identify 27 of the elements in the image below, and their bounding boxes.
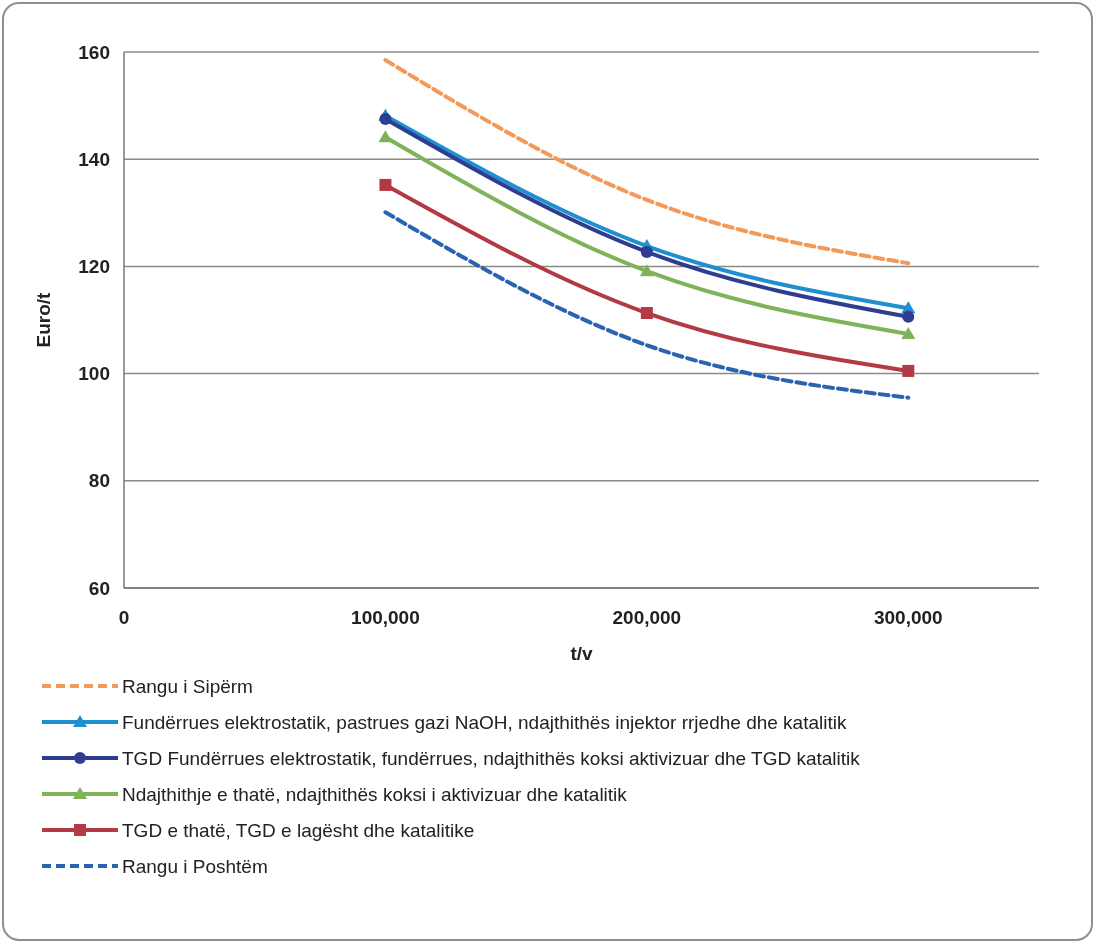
x-tick-label: 200,000 (612, 607, 682, 628)
legend-label: TGD e thatë, TGD e lagësht dhe katalitike (122, 819, 475, 841)
y-tick-label: 140 (78, 148, 110, 170)
point (639, 264, 654, 277)
x-axis-title: t/v (570, 643, 594, 664)
legend-label: Rangu i Sipërm (122, 675, 253, 697)
legend-label: Fundërrues elektrostatik, pastrues gazi NaOH, ndajthithës injektor rrjedhe dhe katalitik (122, 711, 847, 733)
y-axis-title: Euro/t (33, 291, 54, 348)
y-tick-label: 80 (88, 470, 110, 492)
legend-label: Rangu i Poshtëm (122, 855, 268, 877)
point (640, 307, 653, 320)
point (902, 310, 915, 323)
point (902, 364, 915, 377)
point (379, 178, 392, 191)
x-tick-label: 300,000 (873, 607, 943, 628)
point (378, 130, 393, 143)
point (379, 113, 392, 125)
legend-label: TGD Fundërrues elektrostatik, fundërrues, ndajthithës koksi aktivizuar dhe TGD katalitik (122, 747, 861, 769)
x-tick-label: 0 (118, 607, 130, 628)
point (901, 326, 916, 339)
y-tick-label: 120 (78, 256, 110, 278)
point (640, 245, 653, 258)
x-tick-label: 100,000 (351, 607, 420, 628)
y-tick-label: 100 (78, 363, 110, 385)
y-tick-label: 160 (78, 41, 110, 63)
legend-label: Ndajthithje e thatë, ndajthithës koksi i aktivizuar dhe katalitik (122, 783, 628, 805)
y-tick-label: 60 (88, 577, 110, 599)
